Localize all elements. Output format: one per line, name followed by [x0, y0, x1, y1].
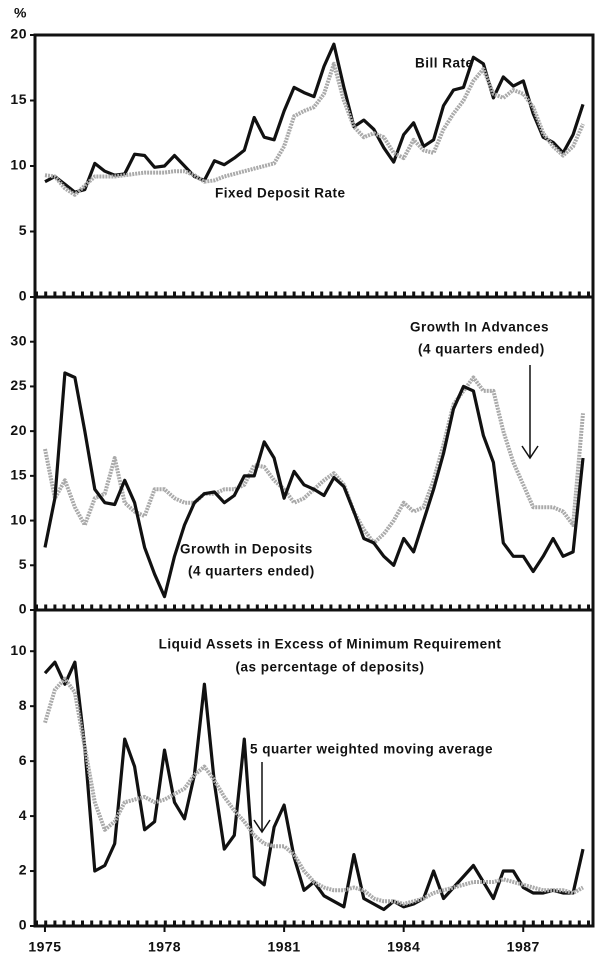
- series-line: [43, 660, 585, 912]
- series-line: [44, 42, 585, 194]
- y-tick-label: 25: [10, 377, 27, 393]
- y-tick-label: 20: [10, 26, 27, 42]
- series-label: 5 quarter weighted moving average: [250, 742, 493, 757]
- y-tick-label: 0: [19, 288, 27, 304]
- panel-frame: [33, 608, 595, 928]
- y-tick-label: 6: [19, 752, 27, 768]
- series-label: Bill Rate: [415, 56, 474, 71]
- x-tick-label: 1975: [28, 939, 61, 955]
- x-tick-label: 1984: [387, 939, 420, 955]
- y-tick-label: 10: [10, 642, 27, 658]
- series-label: Growth in Deposits: [180, 542, 313, 557]
- y-tick-label: 15: [10, 91, 27, 107]
- y-axis-label: %: [14, 5, 27, 21]
- y-tick-label: 0: [19, 917, 27, 933]
- panel-frame: [33, 33, 595, 299]
- y-tick-label: 2: [19, 862, 27, 878]
- y-tick-label: 4: [19, 807, 27, 823]
- y-tick-label: 20: [10, 422, 27, 438]
- panel-title: Liquid Assets in Excess of Minimum Requi…: [159, 637, 502, 652]
- y-tick-label: 10: [10, 157, 27, 173]
- y-tick-label: 5: [19, 222, 27, 238]
- series-note: (4 quarters ended): [418, 342, 545, 357]
- y-tick-label: 5: [19, 556, 27, 572]
- y-tick-label: 0: [19, 601, 27, 617]
- arrow-head: [521, 445, 539, 460]
- x-tick-label: 1978: [148, 939, 181, 955]
- y-tick-label: 30: [10, 332, 27, 348]
- series-note: (4 quarters ended): [188, 564, 315, 579]
- x-tick-label: 1981: [268, 939, 301, 955]
- series-line: [44, 61, 585, 197]
- series-line: [43, 375, 585, 545]
- y-tick-label: 8: [19, 697, 27, 713]
- series-label: Fixed Deposit Rate: [215, 186, 346, 201]
- series-label: Growth In Advances: [410, 320, 549, 335]
- series-line: [43, 371, 585, 599]
- x-tick-label: 1987: [507, 939, 540, 955]
- panel-subtitle: (as percentage of deposits): [235, 660, 424, 675]
- arrow-head: [253, 819, 271, 834]
- series-line: [43, 676, 584, 906]
- y-tick-label: 15: [10, 467, 27, 483]
- y-tick-label: 10: [10, 511, 27, 527]
